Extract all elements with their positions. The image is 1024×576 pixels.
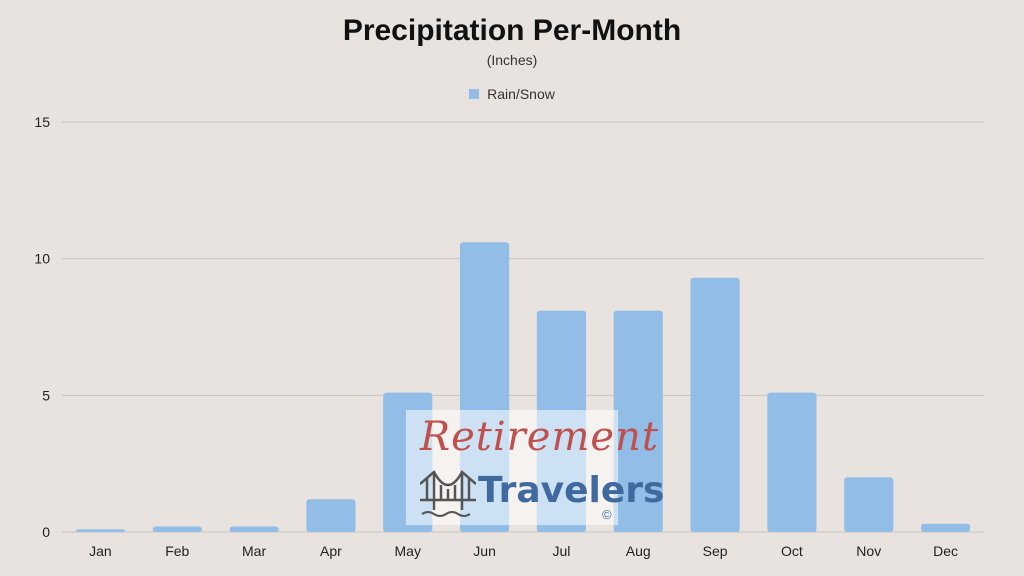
x-tick-label: Jul bbox=[552, 543, 570, 559]
x-tick-label: May bbox=[395, 543, 421, 559]
bar-sep bbox=[690, 277, 740, 532]
x-tick-label: Feb bbox=[165, 543, 189, 559]
bridge-icon bbox=[420, 470, 476, 517]
x-tick-label: Sep bbox=[703, 543, 728, 559]
legend-label: Rain/Snow bbox=[487, 86, 555, 102]
chart-title: Precipitation Per-Month bbox=[342, 14, 682, 47]
watermark-logo: Retirement Travelers © bbox=[406, 410, 664, 525]
x-tick-label: Mar bbox=[242, 543, 266, 559]
bar-nov bbox=[844, 477, 894, 532]
watermark-line2: Travelers bbox=[478, 470, 665, 511]
legend: Rain/Snow bbox=[0, 86, 1024, 102]
copyright-mark: © bbox=[602, 507, 612, 522]
bar-dec bbox=[920, 523, 971, 532]
x-tick-label: Jan bbox=[89, 543, 112, 559]
y-tick-label: 5 bbox=[42, 387, 50, 403]
legend-swatch bbox=[469, 89, 480, 99]
x-tick-label: Apr bbox=[320, 543, 342, 559]
bar-apr bbox=[306, 499, 356, 532]
x-tick-label: Aug bbox=[626, 543, 651, 559]
bar-oct bbox=[767, 392, 817, 532]
x-tick-label: Nov bbox=[856, 543, 881, 559]
bar-jan bbox=[75, 529, 126, 532]
x-tick-label: Oct bbox=[781, 543, 803, 559]
chart-subtitle: (Inches) bbox=[486, 52, 538, 68]
bar-aug bbox=[613, 310, 663, 532]
y-tick-label: 0 bbox=[42, 524, 50, 540]
x-tick-label: Dec bbox=[933, 543, 958, 559]
x-tick-label: Jun bbox=[473, 543, 496, 559]
bar-mar bbox=[229, 526, 279, 532]
bar-feb bbox=[152, 526, 202, 532]
y-tick-label: 10 bbox=[34, 251, 50, 267]
y-tick-label: 15 bbox=[34, 114, 50, 130]
watermark-line1: Retirement bbox=[420, 414, 659, 460]
